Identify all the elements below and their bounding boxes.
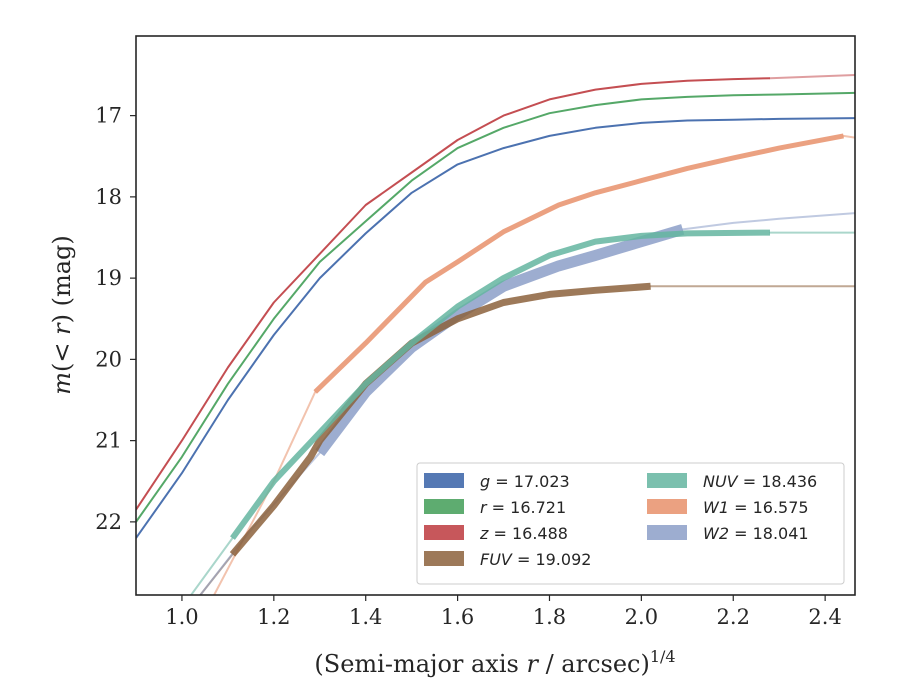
series-W1-line (313, 133, 844, 394)
y-tick-label: 19 (95, 266, 122, 290)
legend-label-W1: W1 = 16.575 (703, 498, 809, 517)
legend: g = 17.023 r = 16.721 z = 16.488 FUV = 19.0… (416, 462, 845, 585)
ticks-layer: 1.0 1.2 1.4 1.6 1.8 2.0 2.2 2.4 17 18 19 20 21 22 (95, 104, 842, 629)
series-W2-ext (681, 212, 855, 231)
y-tick-label: 21 (95, 429, 122, 453)
series-NUV-pre (190, 537, 234, 595)
y-tick-label: 20 (95, 347, 122, 371)
x-tick-label: 1.4 (349, 605, 382, 629)
plot-frame (135, 35, 856, 596)
legend-swatch-W2 (647, 525, 687, 540)
legend-swatch-W1 (647, 499, 687, 514)
x-axis-label: (Semi-major axis r / arcsec)1/4 (314, 647, 675, 678)
y-tick-label: 22 (95, 510, 122, 534)
legend-label-g: g = 17.023 (480, 472, 570, 491)
x-tick-label: 2.2 (717, 605, 750, 629)
series-z-line (136, 77, 771, 511)
x-tick-label: 2.4 (808, 605, 841, 629)
legend-swatch-g (424, 473, 464, 488)
series-W1-ext (842, 134, 855, 139)
legend-label-z: z = 16.488 (479, 524, 568, 543)
y-tick-label: 17 (95, 104, 122, 128)
series-r-line (136, 91, 855, 523)
series-layer (136, 74, 855, 595)
x-tick-label: 2.0 (625, 605, 658, 629)
legend-label-r: r = 16.721 (480, 498, 566, 517)
legend-box (416, 462, 845, 585)
legend-swatch-FUV (424, 551, 464, 566)
y-axis-label: m(< r) (mag) (48, 235, 76, 395)
x-tick-label: 1.2 (257, 605, 290, 629)
legend-label-NUV: NUV = 18.436 (703, 472, 817, 491)
legend-swatch-NUV (647, 473, 687, 488)
legend-swatch-r (424, 499, 464, 514)
legend-label-W2: W2 = 18.041 (703, 524, 809, 543)
legend-swatch-z (424, 525, 464, 540)
series-z-ext (769, 74, 855, 80)
legend-label-FUV: FUV = 19.092 (480, 550, 591, 569)
series-W2-line (315, 224, 685, 457)
x-tick-label: 1.6 (441, 605, 474, 629)
x-tick-label: 1.8 (533, 605, 566, 629)
y-tick-label: 18 (95, 185, 122, 209)
series-g-line (136, 117, 855, 539)
x-tick-label: 1.0 (165, 605, 198, 629)
series-NUV-line (230, 229, 771, 540)
